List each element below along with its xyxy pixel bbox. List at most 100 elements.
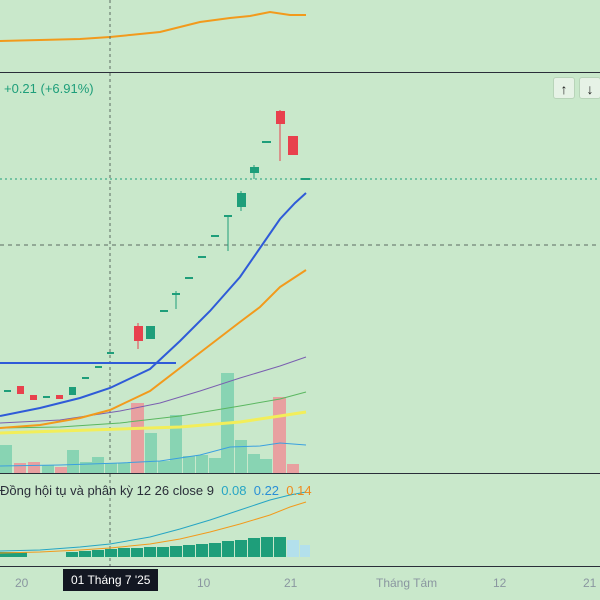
main-chart-pane[interactable] [0, 73, 600, 473]
histogram-bar [287, 540, 299, 557]
candle [56, 395, 63, 399]
volume-bar [145, 433, 157, 473]
candle [288, 136, 298, 155]
histogram-bar [209, 543, 221, 557]
candle [82, 377, 89, 379]
volume-bar [28, 462, 40, 473]
macd-value-histogram: 0.08 [221, 483, 247, 498]
volume-bar [287, 464, 299, 473]
candle [160, 310, 168, 312]
histogram-bar [196, 544, 208, 557]
candle [134, 326, 143, 341]
candle [69, 387, 76, 395]
volume-bar [209, 458, 221, 473]
candle [198, 256, 206, 258]
ema-slow-line [0, 269, 307, 429]
histogram-bar [105, 549, 117, 557]
histogram-bar [170, 546, 182, 557]
candle [17, 386, 24, 394]
candle [146, 326, 155, 339]
ma-purple-line [0, 356, 307, 424]
histogram-bar [300, 545, 310, 557]
volume-bar [42, 465, 54, 473]
scroll-down-button[interactable]: ↓ [579, 77, 600, 99]
candle [237, 193, 246, 207]
signal-line [0, 501, 307, 554]
volume-bar [0, 445, 12, 473]
volume-bar [158, 461, 170, 473]
time-tick: 21 [284, 576, 298, 590]
volume-bar [105, 463, 117, 473]
histogram-bar [157, 547, 169, 557]
volume-bar [273, 397, 286, 473]
top-indicator-pane [0, 0, 306, 72]
ma-yellow-line [0, 410, 307, 435]
volume-bar [183, 456, 195, 473]
histogram-bar [79, 551, 91, 557]
histogram-bar [92, 550, 104, 557]
price-change-label: +0.21 (+6.91%) [4, 81, 94, 96]
scroll-up-button[interactable]: ↑ [553, 77, 575, 99]
histogram-bar [118, 548, 130, 557]
candle [250, 167, 259, 173]
volume-bar [92, 457, 104, 473]
candle [172, 293, 180, 295]
macd-histogram [0, 537, 310, 557]
macd-legend[interactable]: Đồng hội tụ và phân kỳ 12 26 close 9 0.0… [0, 483, 312, 498]
down-arrow-icon: ↓ [586, 81, 594, 97]
candle [95, 366, 102, 368]
ma-green-line [0, 391, 307, 429]
histogram-bar [261, 537, 273, 557]
volume-bar [80, 462, 92, 473]
time-axis-separator [0, 566, 600, 567]
macd-line [0, 491, 307, 552]
candle [43, 396, 50, 398]
time-tick: Tháng Tám [376, 576, 438, 590]
histogram-bar [66, 552, 78, 557]
volume-bar [260, 459, 272, 473]
crosshair-date-label: 01 Tháng 7 '25 [63, 569, 159, 591]
volume-bar [118, 463, 130, 473]
histogram-bar [144, 547, 156, 557]
volume-bar [248, 454, 260, 473]
time-tick: 10 [197, 576, 211, 590]
macd-name: Đồng hội tụ và phân kỳ [0, 483, 133, 498]
volume-bar [14, 463, 26, 473]
time-tick: 12 [493, 576, 507, 590]
volume-bar [235, 440, 247, 473]
candle [185, 277, 193, 279]
candle [4, 390, 11, 392]
macd-params: 12 26 close 9 [136, 483, 214, 498]
histogram-bar [0, 552, 27, 557]
histogram-bar [222, 541, 234, 557]
histogram-bar [274, 537, 286, 557]
candle [301, 178, 310, 180]
histogram-bar [183, 545, 195, 557]
candle [30, 395, 37, 400]
candle [224, 215, 232, 217]
volume-bar [55, 467, 67, 473]
pane-separator[interactable] [0, 72, 600, 73]
ema-fast-line [0, 192, 307, 417]
top-indicator-line [0, 10, 306, 42]
candle [211, 235, 219, 237]
ma-lightblue-line [0, 442, 307, 467]
time-tick: 20 [15, 576, 29, 590]
up-arrow-icon: ↑ [560, 81, 568, 97]
macd-value-macd: 0.22 [253, 483, 280, 498]
volume-bars [0, 373, 299, 473]
histogram-bar [131, 548, 143, 557]
histogram-bar [248, 538, 260, 557]
candle [276, 111, 285, 124]
volume-bar [67, 450, 79, 473]
histogram-bar [235, 540, 247, 557]
candle [262, 141, 271, 143]
pane-separator[interactable] [0, 473, 600, 474]
time-tick: 21 [583, 576, 597, 590]
macd-value-signal: 0.14 [286, 483, 312, 498]
macd-pane[interactable] [0, 474, 600, 566]
volume-bar [170, 415, 182, 473]
candle [107, 352, 114, 354]
volume-bar [196, 455, 208, 473]
candles [4, 110, 310, 400]
